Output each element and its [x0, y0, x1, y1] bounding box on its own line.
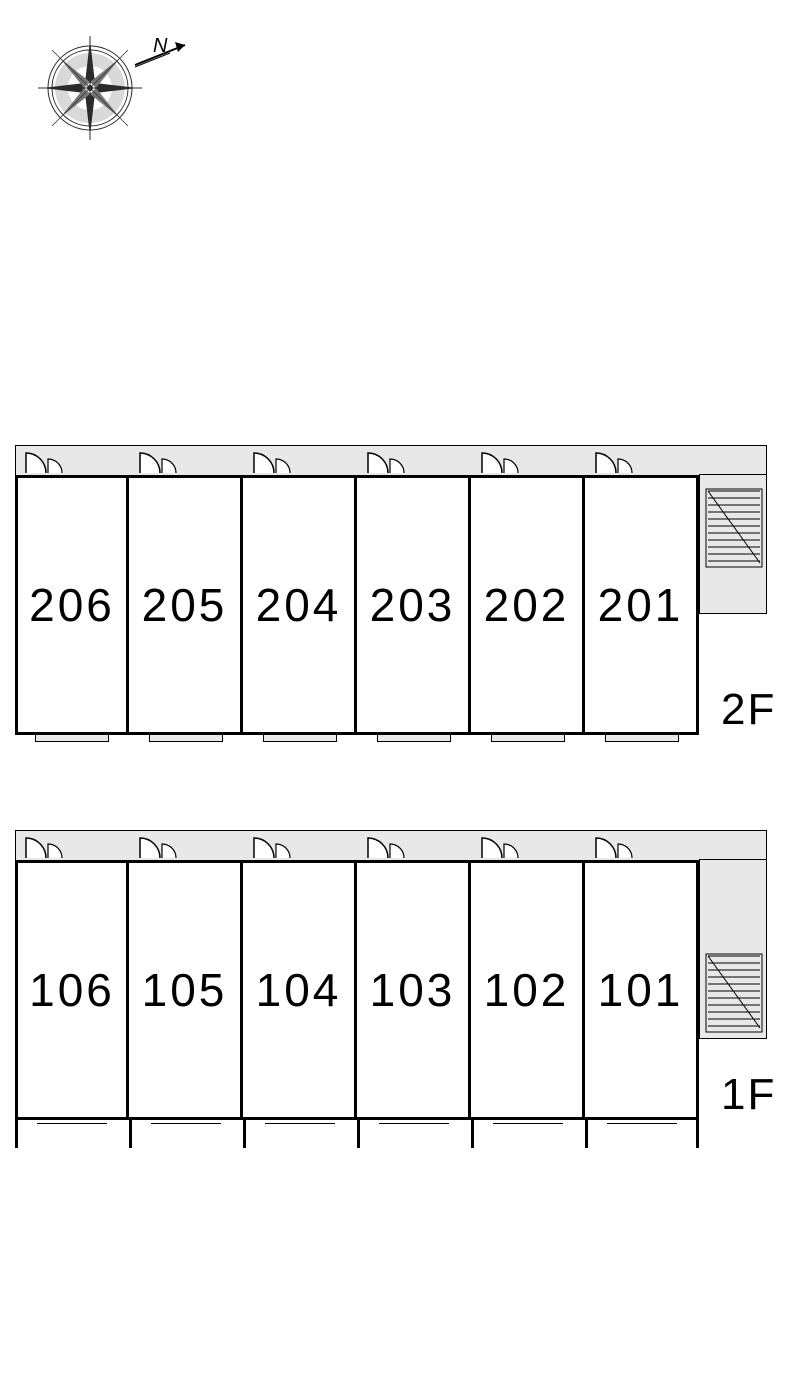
wall-leg: [15, 1120, 18, 1148]
unit-102: 102: [471, 860, 585, 1120]
unit-202: 202: [471, 475, 585, 735]
door-arc-icon: [138, 449, 178, 475]
floor-label-1f: 1F: [721, 1070, 776, 1120]
wall-leg: [696, 1120, 699, 1148]
door-arc-icon: [366, 834, 406, 860]
wall-leg: [471, 1120, 474, 1148]
door-arc-icon: [138, 834, 178, 860]
floor-2f: 2062052042032022012F: [15, 445, 767, 735]
unit-label: 202: [484, 578, 570, 632]
wall-leg: [585, 1120, 588, 1148]
balcony-mark: [491, 734, 565, 742]
unit-label: 203: [370, 578, 456, 632]
balcony-mark: [263, 734, 337, 742]
floor-1f: 1061051041031021011F: [15, 830, 767, 1120]
door-arc-icon: [480, 834, 520, 860]
unit-label: 205: [142, 578, 228, 632]
door-arc-icon: [594, 449, 634, 475]
balcony-mark: [149, 734, 223, 742]
unit-205: 205: [129, 475, 243, 735]
unit-label: 206: [29, 578, 115, 632]
door-arc-icon: [252, 449, 292, 475]
floor-label-2f: 2F: [721, 685, 776, 735]
door-arc-icon: [366, 449, 406, 475]
unit-label: 204: [256, 578, 342, 632]
unit-label: 105: [142, 963, 228, 1017]
unit-104: 104: [243, 860, 357, 1120]
unit-201: 201: [585, 475, 699, 735]
door-arc-icon: [24, 449, 64, 475]
corridor: [15, 445, 767, 475]
unit-label: 101: [598, 963, 684, 1017]
door-arc-icon: [480, 449, 520, 475]
balcony-mark: [35, 734, 109, 742]
wall-leg: [357, 1120, 360, 1148]
unit-label: 103: [370, 963, 456, 1017]
unit-label: 104: [256, 963, 342, 1017]
unit-label: 106: [29, 963, 115, 1017]
door-arc-icon: [252, 834, 292, 860]
balcony-mark: [377, 734, 451, 742]
door-arc-icon: [594, 834, 634, 860]
door-arc-icon: [24, 834, 64, 860]
unit-103: 103: [357, 860, 471, 1120]
units-row: 106 105 104 103 102 101: [15, 860, 767, 1120]
unit-203: 203: [357, 475, 471, 735]
unit-label: 102: [484, 963, 570, 1017]
unit-204: 204: [243, 475, 357, 735]
unit-106: 106: [15, 860, 129, 1120]
unit-206: 206: [15, 475, 129, 735]
compass-rose: N: [35, 20, 200, 155]
unit-101: 101: [585, 860, 699, 1120]
wall-leg: [243, 1120, 246, 1148]
units-row: 206 205 204 203 202 201: [15, 475, 767, 735]
balcony-mark: [605, 734, 679, 742]
unit-label: 201: [598, 578, 684, 632]
compass-n-label: N: [153, 35, 168, 57]
unit-105: 105: [129, 860, 243, 1120]
corridor: [15, 830, 767, 860]
wall-leg: [129, 1120, 132, 1148]
